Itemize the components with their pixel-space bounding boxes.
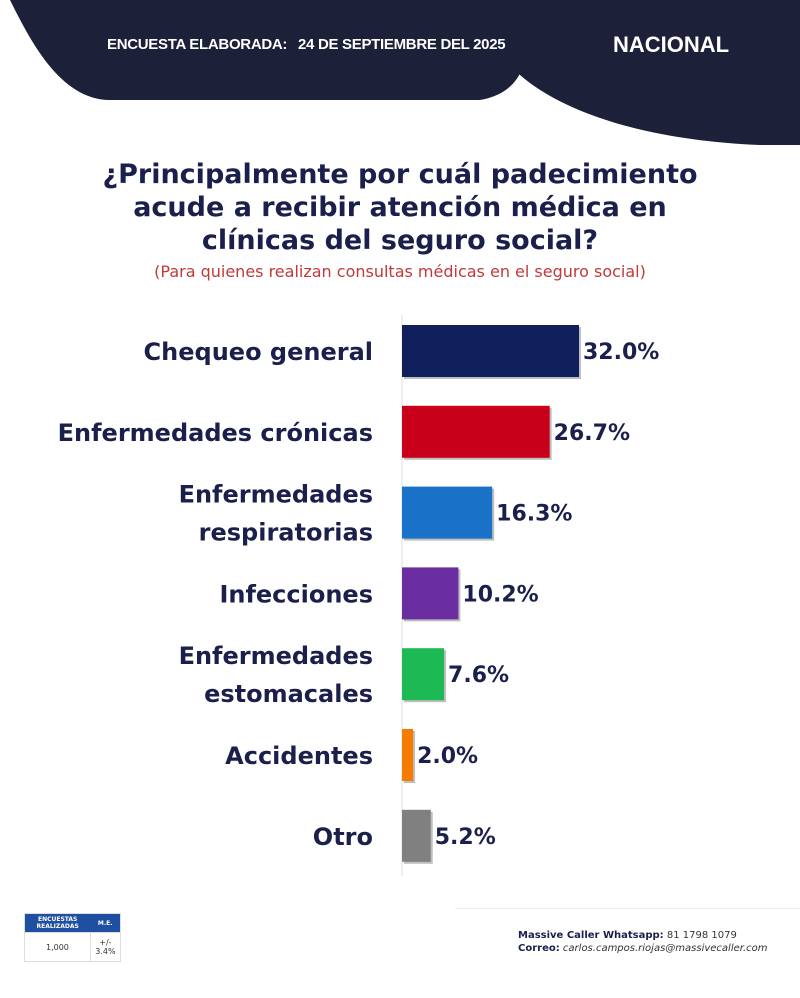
category-label: respiratorias xyxy=(199,519,373,547)
category-label: estomacales xyxy=(204,680,373,708)
survey-scope: NACIONAL xyxy=(613,32,730,57)
bar-shadow xyxy=(404,731,416,783)
category-label: Chequeo general xyxy=(144,338,373,366)
data-label: 16.3% xyxy=(496,502,572,527)
sample-header: ENCUESTAS REALIZADAS xyxy=(24,913,91,933)
whatsapp-number: 81 1798 1079 xyxy=(666,930,737,941)
data-label: 5.2% xyxy=(435,825,496,850)
category-label: Enfermedades xyxy=(179,481,373,509)
data-label: 32.0% xyxy=(583,340,659,365)
category-label: Enfermedades crónicas xyxy=(58,419,373,447)
bar-shadow xyxy=(404,407,552,460)
bar xyxy=(402,729,414,781)
bar xyxy=(402,486,493,539)
bar-shadow xyxy=(404,488,495,541)
bar xyxy=(402,809,431,862)
data-label: 26.7% xyxy=(554,421,630,446)
email-address: carlos.campos.riojas@massivecaller.com xyxy=(562,943,768,954)
sample-size: 1,000 xyxy=(24,932,91,962)
footer-divider xyxy=(455,908,800,909)
margin-header: M.E. xyxy=(90,913,121,933)
bar-shadow xyxy=(404,811,433,864)
bar xyxy=(402,567,459,620)
survey-date-label: ENCUESTA ELABORADA: xyxy=(107,36,288,53)
bar-shadow xyxy=(404,569,461,622)
category-label: Accidentes xyxy=(225,742,373,770)
category-label: Enfermedades xyxy=(179,642,373,670)
data-label: 10.2% xyxy=(462,582,538,607)
header-background xyxy=(10,0,800,145)
category-label: Otro xyxy=(313,823,373,851)
bar-shadow xyxy=(404,650,447,703)
bar xyxy=(402,648,445,701)
bar xyxy=(402,325,579,377)
data-label: 2.0% xyxy=(417,744,478,769)
methodology-table: ENCUESTAS REALIZADAS M.E. 1,000 +/- 3.4% xyxy=(24,913,122,962)
whatsapp-label: Massive Caller Whatsapp: xyxy=(518,930,664,941)
margin-error: +/- 3.4% xyxy=(89,932,122,962)
contact-whatsapp: Massive Caller Whatsapp: 81 1798 1079 xyxy=(518,930,737,941)
bar xyxy=(402,405,550,458)
contact-email: Correo: carlos.campos.riojas@massivecall… xyxy=(518,943,768,954)
chart-subtitle: (Para quienes realizan consultas médicas… xyxy=(154,262,646,281)
email-label: Correo: xyxy=(518,943,560,954)
survey-date: 24 DE SEPTIEMBRE DEL 2025 xyxy=(298,36,506,53)
data-label: 7.6% xyxy=(448,663,509,688)
category-label: Infecciones xyxy=(219,580,373,608)
bar-shadow xyxy=(404,327,581,379)
chart-title: ¿Principalmente por cuál padecimiento ac… xyxy=(102,159,698,256)
